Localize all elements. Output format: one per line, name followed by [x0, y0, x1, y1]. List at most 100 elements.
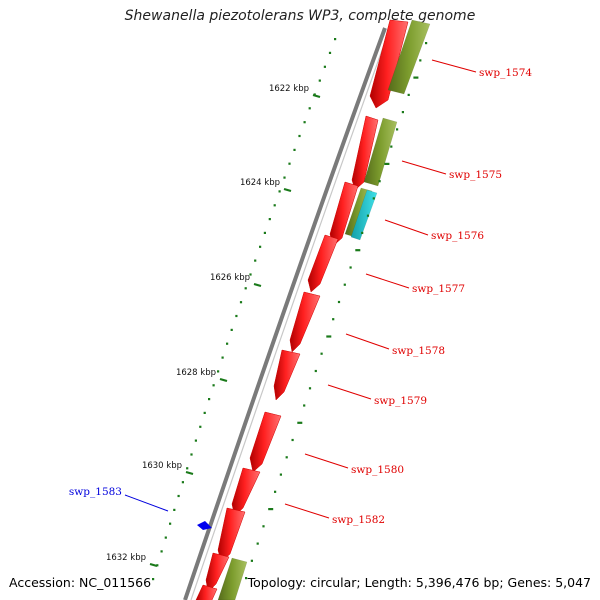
gene-leader-line: [365, 273, 410, 289]
tick-label: 1624 kbp: [240, 178, 280, 188]
gc-dot: [249, 273, 252, 276]
forward-strand-cds: [195, 19, 409, 600]
gene-label[interactable]: swp_1576: [431, 230, 484, 242]
reverse-strand-cds: [217, 19, 431, 600]
gene-label[interactable]: swp_1582: [332, 514, 385, 526]
gc-dot: [349, 266, 352, 269]
gc-dot: [186, 467, 189, 470]
gc-dot: [390, 145, 393, 148]
gc-dot: [169, 522, 172, 525]
cds-forward-arrow: [273, 349, 301, 401]
gc-dot: [156, 564, 159, 567]
gene-leader-line: [124, 494, 169, 512]
gc-dot: [355, 249, 361, 252]
gc-dot: [173, 508, 176, 511]
gc-dot: [190, 453, 193, 456]
gene-leader-line: [384, 219, 429, 236]
gc-dot: [407, 93, 410, 96]
gene-label[interactable]: swp_1580: [351, 464, 404, 476]
gc-dot: [343, 283, 346, 286]
position-ticks: 1622 kbp 1624 kbp 1626 kbp 1628 kbp 1630 kbp…: [106, 84, 321, 568]
gene-label[interactable]: swp_1577: [412, 283, 465, 295]
gc-dot: [279, 473, 282, 476]
tick-label: 1632 kbp: [106, 553, 146, 563]
gene-label[interactable]: swp_1579: [374, 395, 427, 407]
cds-forward-arrow: [369, 19, 409, 109]
gene-label[interactable]: swp_1583: [69, 486, 122, 498]
cds-forward-arrow: [217, 507, 246, 563]
gc-dot: [199, 425, 202, 428]
gc-dot: [244, 287, 247, 290]
gene-label[interactable]: swp_1574: [479, 67, 532, 79]
cds-forward-arrow: [249, 411, 282, 473]
gc-dot: [293, 148, 296, 151]
cds-forward-arrow: [195, 584, 218, 600]
genome-summary-text: Topology: circular; Length: 5,396,476 bp…: [247, 575, 591, 590]
gc-dot: [208, 398, 211, 401]
gene-swp-1583-marker: [197, 521, 212, 530]
gc-dot: [203, 411, 206, 414]
gc-dot: [254, 259, 257, 262]
tick-mark: [253, 282, 262, 288]
accession-text: Accession: NC_011566: [9, 575, 152, 590]
gc-dot: [308, 387, 312, 390]
gc-dot: [160, 550, 163, 553]
gc-dot: [256, 542, 259, 545]
gc-dot: [259, 245, 262, 248]
gc-dot: [298, 134, 301, 138]
gc-dot: [396, 128, 399, 131]
gc-dot: [318, 79, 321, 82]
gc-dot: [273, 204, 276, 207]
gene-leader-line: [401, 160, 447, 175]
gc-dot: [384, 162, 390, 165]
tick-label: 1628 kbp: [176, 368, 216, 378]
gc-dot: [274, 490, 277, 493]
gc-dot: [181, 481, 184, 484]
gc-dot: [221, 356, 224, 359]
tick-label: 1630 kbp: [142, 461, 182, 471]
gc-dot: [285, 456, 288, 459]
gc-dot: [288, 162, 291, 165]
gc-dot: [303, 121, 306, 124]
cds-reverse-bar: [217, 557, 248, 600]
gc-dot: [334, 38, 337, 41]
tick-mark: [185, 470, 194, 476]
gc-dot: [245, 577, 248, 580]
gene-label[interactable]: swp_1578: [392, 345, 445, 357]
gene-label[interactable]: swp_1575: [449, 169, 502, 181]
genome-backbone: [183, 27, 387, 600]
gc-dot: [164, 536, 167, 539]
tick-mark: [283, 187, 292, 193]
gc-dot: [268, 508, 274, 511]
gc-dot: [372, 197, 375, 200]
gc-dot: [378, 180, 381, 183]
gc-dot: [268, 218, 271, 221]
cds-forward-arrow: [289, 291, 321, 353]
cds-reverse-bar: [387, 19, 431, 95]
cds-forward-arrow: [329, 181, 359, 247]
gc-dot: [320, 352, 323, 355]
gc-dot: [177, 494, 180, 498]
gc-dot: [361, 231, 364, 234]
gc-content-track: [152, 38, 428, 581]
gc-dot: [328, 51, 332, 54]
gene-leader-line: [327, 384, 372, 400]
tick-label: 1626 kbp: [210, 273, 250, 283]
gc-dot: [291, 438, 294, 442]
cds-reverse-bar: [363, 117, 398, 187]
gc-dot: [297, 421, 303, 424]
cds-forward-arrow: [351, 115, 379, 191]
gc-dot: [314, 369, 317, 373]
genome-backbone-inner: [190, 27, 391, 600]
gc-dot: [283, 176, 286, 179]
map-title: Shewanella piezotolerans WP3, complete g…: [124, 8, 476, 24]
gc-dot: [308, 107, 311, 110]
gc-dot: [413, 76, 419, 79]
gc-dot: [366, 214, 370, 217]
gc-dot: [230, 328, 233, 331]
gene-leader-line: [304, 453, 349, 469]
gc-dot: [419, 59, 422, 62]
tick-mark: [149, 562, 158, 568]
gene-labels: swp_1574 swp_1575 swp_1576 swp_1577 swp_1578…: [69, 59, 532, 526]
gc-dot: [239, 301, 243, 304]
